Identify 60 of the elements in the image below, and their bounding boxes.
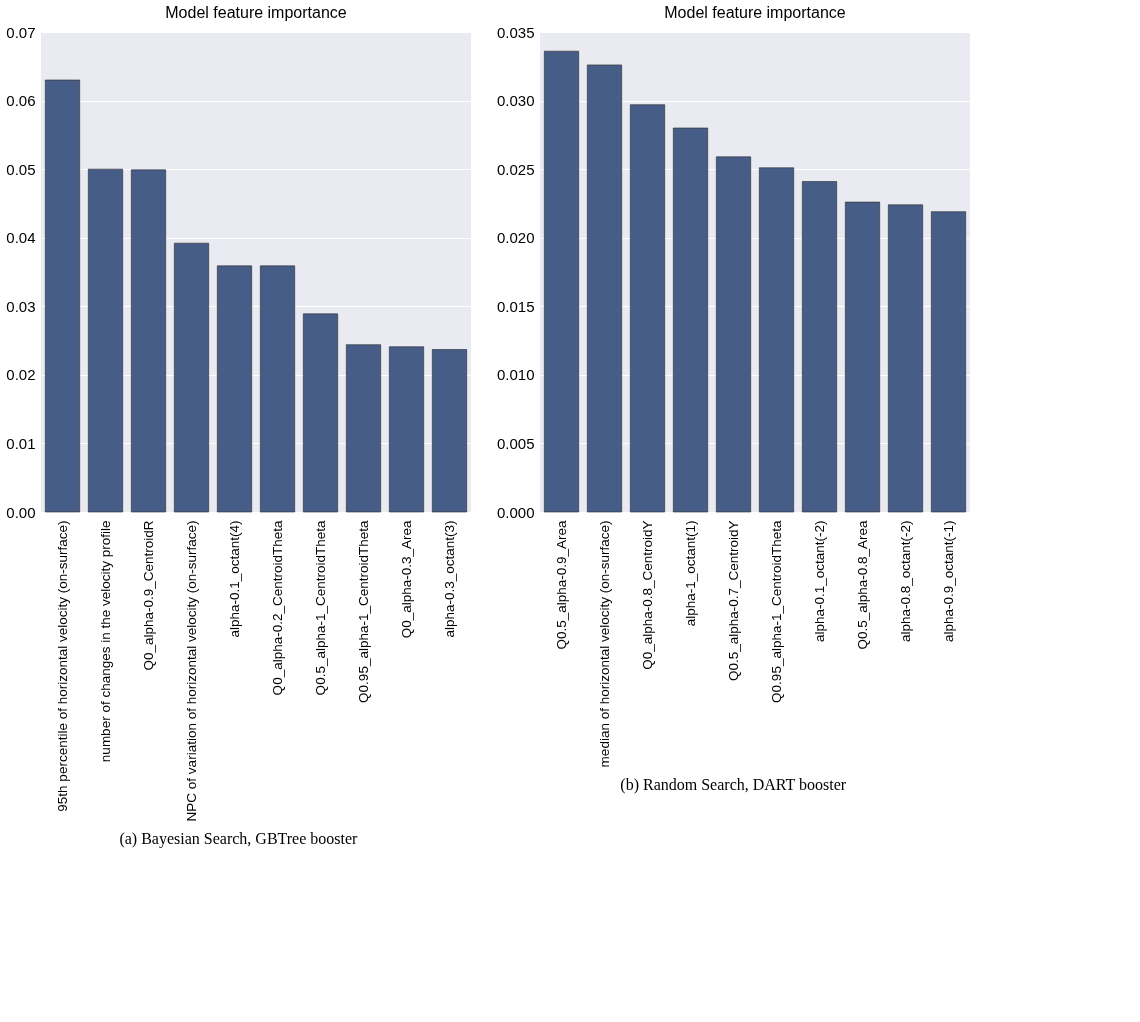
y-tick-label: 0.04 xyxy=(6,229,36,247)
bar xyxy=(544,50,579,513)
bar xyxy=(432,349,467,513)
bar xyxy=(673,127,708,513)
x-tick-label: median of horizontal velocity (on-surface) xyxy=(596,520,612,768)
x-tick-label: alpha-0.3_octant(3) xyxy=(441,520,457,638)
y-tick-label: 0.035 xyxy=(496,23,535,41)
x-tick-label: alpha-1_octant(1) xyxy=(682,520,698,627)
x-tick-label: Q0.95_alpha-1_CentroidTheta xyxy=(355,520,371,703)
bar xyxy=(260,265,295,513)
x-tick-label: alpha-0.9_octant(-1) xyxy=(940,520,956,643)
x-tick-label: alpha-0.8_octant(-2) xyxy=(897,520,913,643)
x-tick-label: number of changes in the velocity profile xyxy=(97,520,113,763)
y-tick-label: 0.05 xyxy=(6,160,36,178)
x-tick-label: Q0.5_alpha-0.9_Area xyxy=(553,520,569,650)
bar xyxy=(389,346,424,513)
y-tick-label: 0.02 xyxy=(6,366,36,384)
y-tick-label: 0.025 xyxy=(496,160,535,178)
x-tick-label: NPC of variation of horizontal velocity (on-surface) xyxy=(183,520,199,822)
y-tick-label: 0.030 xyxy=(496,92,535,110)
bar xyxy=(88,168,123,513)
y-tick-label: 0.015 xyxy=(496,297,535,315)
chart-title: Model feature importance xyxy=(165,4,347,21)
bar xyxy=(217,265,252,513)
x-tick-label: 95th percentile of horizontal velocity (on-surface) xyxy=(54,520,70,812)
bar xyxy=(45,79,80,513)
x-tick-label: Q0_alpha-0.9_CentroidR xyxy=(140,520,156,671)
bar xyxy=(587,64,622,513)
y-tick-label: 0.020 xyxy=(496,229,535,247)
text: (a) Bayesian Search, GBTree booster xyxy=(119,829,359,848)
chart-title: Model feature importance xyxy=(664,4,846,21)
x-tick-label: alpha-0.1_octant(4) xyxy=(226,520,242,638)
y-tick-label: 0.00 xyxy=(6,503,36,521)
x-tick-label: Q0.5_alpha-0.7_CentroidY xyxy=(725,520,741,682)
bar xyxy=(845,201,880,513)
bar xyxy=(303,313,338,513)
x-tick-label: alpha-0.1_octant(-2) xyxy=(811,520,827,643)
bar xyxy=(759,167,794,513)
y-tick-label: 0.000 xyxy=(496,503,535,521)
x-tick-label: Q0.5_alpha-0.8_Area xyxy=(854,520,870,650)
bar xyxy=(888,204,923,513)
bar xyxy=(131,169,166,513)
y-tick-label: 0.03 xyxy=(6,297,36,315)
y-tick-label: 0.06 xyxy=(6,92,36,110)
bar xyxy=(630,104,665,513)
y-tick-label: 0.005 xyxy=(496,434,535,452)
x-tick-label: Q0_alpha-0.8_CentroidY xyxy=(639,520,655,670)
y-tick-label: 0.01 xyxy=(6,434,36,452)
bar xyxy=(931,211,966,513)
x-tick-label: Q0_alpha-0.3_Area xyxy=(398,520,414,639)
bar xyxy=(174,242,209,513)
bar xyxy=(346,344,381,513)
y-tick-label: 0.010 xyxy=(496,366,535,384)
x-tick-label: Q0.5_alpha-1_CentroidTheta xyxy=(312,520,328,696)
bar xyxy=(802,181,837,513)
x-tick-label: Q0.95_alpha-1_CentroidTheta xyxy=(768,520,784,703)
x-tick-label: Q0_alpha-0.2_CentroidTheta xyxy=(269,520,285,696)
bar xyxy=(716,156,751,513)
y-tick-label: 0.07 xyxy=(6,23,36,41)
text: (b) Random Search, DART booster xyxy=(620,775,847,794)
